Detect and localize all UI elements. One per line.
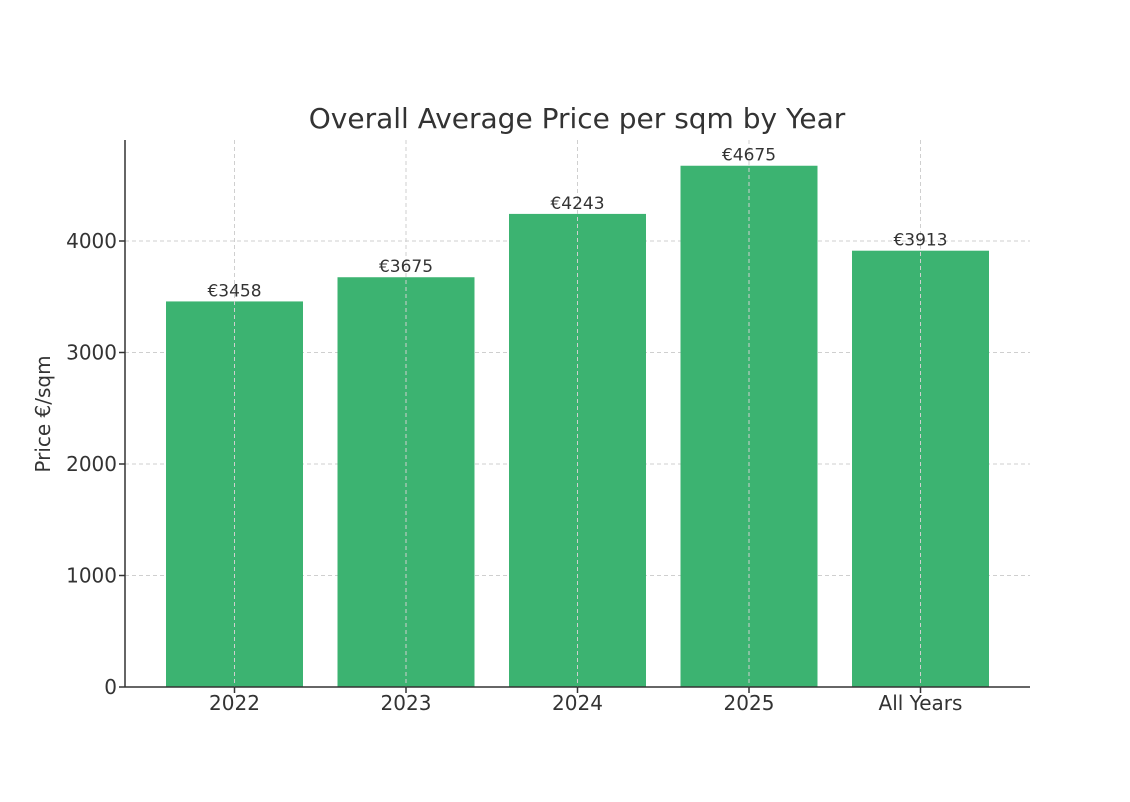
y-axis-label: Price €/sqm — [31, 355, 55, 472]
bar-value-label: €3675 — [379, 257, 433, 277]
chart-title: Overall Average Price per sqm by Year — [309, 102, 846, 135]
y-tick-label: 1000 — [66, 564, 117, 588]
bar-value-label: €3458 — [207, 281, 261, 301]
x-tick-label: 2022 — [209, 691, 260, 715]
bar — [680, 165, 818, 688]
x-tick-label: 2025 — [724, 691, 775, 715]
bar-value-label: €4243 — [550, 194, 604, 214]
bar-value-label: €3913 — [893, 231, 947, 251]
y-tick-label: 4000 — [66, 229, 117, 253]
bar-layer — [166, 140, 989, 688]
label-layer: 0 1000 2000 3000 4000 €3458 2022 €3675 2023 €4243… — [66, 146, 962, 715]
y-tick-label: 2000 — [66, 452, 117, 476]
y-tick-label: 3000 — [66, 341, 117, 365]
x-tick-label: 2024 — [552, 691, 603, 715]
bar-value-label: €4675 — [722, 146, 776, 166]
x-tick-label: 2023 — [381, 691, 432, 715]
y-tick-label: 0 — [104, 675, 117, 699]
x-tick-label: All Years — [879, 691, 963, 715]
